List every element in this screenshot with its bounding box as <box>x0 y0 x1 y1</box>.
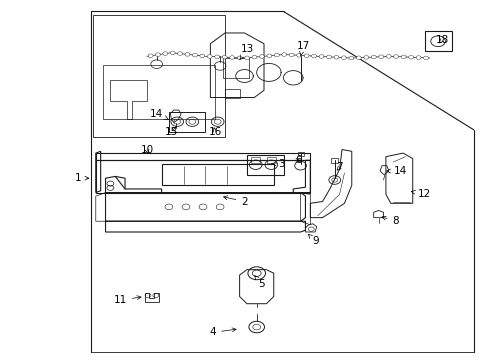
Circle shape <box>296 54 301 57</box>
Bar <box>330 158 337 163</box>
Text: 16: 16 <box>208 127 222 136</box>
Circle shape <box>311 54 316 58</box>
Text: 12: 12 <box>410 189 430 199</box>
Circle shape <box>386 55 390 58</box>
Text: 15: 15 <box>164 127 178 136</box>
Circle shape <box>259 55 264 58</box>
Circle shape <box>163 52 167 55</box>
Circle shape <box>251 55 256 59</box>
Bar <box>424 31 451 51</box>
Circle shape <box>408 55 413 59</box>
Circle shape <box>229 56 234 59</box>
Circle shape <box>192 53 197 57</box>
Circle shape <box>266 54 271 58</box>
Text: 14: 14 <box>386 166 407 176</box>
Circle shape <box>155 53 160 57</box>
Circle shape <box>222 55 226 59</box>
Circle shape <box>356 56 361 59</box>
Circle shape <box>378 55 383 59</box>
Text: 1: 1 <box>74 173 89 183</box>
Text: 18: 18 <box>434 35 447 45</box>
Circle shape <box>184 53 189 56</box>
Bar <box>246 155 283 175</box>
Circle shape <box>274 53 279 57</box>
Text: 8: 8 <box>381 216 398 226</box>
Circle shape <box>400 55 405 59</box>
Bar <box>266 157 275 163</box>
Bar <box>168 112 205 132</box>
Circle shape <box>237 56 242 60</box>
Text: 5: 5 <box>254 276 264 289</box>
Text: 11: 11 <box>113 295 141 305</box>
Circle shape <box>200 54 204 58</box>
Text: 14: 14 <box>150 109 168 120</box>
Bar <box>222 58 249 78</box>
Text: 13: 13 <box>240 44 253 59</box>
Circle shape <box>348 56 353 60</box>
Circle shape <box>214 55 219 59</box>
Circle shape <box>304 54 308 58</box>
Text: 7: 7 <box>336 162 342 172</box>
Text: 17: 17 <box>296 41 309 56</box>
Circle shape <box>148 54 153 58</box>
Text: 10: 10 <box>140 144 153 154</box>
Bar <box>251 157 260 163</box>
Circle shape <box>207 55 212 58</box>
Text: 6: 6 <box>294 155 301 165</box>
Circle shape <box>177 52 182 55</box>
Circle shape <box>370 55 375 59</box>
Text: 9: 9 <box>308 234 318 246</box>
Circle shape <box>363 55 368 59</box>
Circle shape <box>415 56 420 59</box>
Text: 2: 2 <box>223 196 247 207</box>
Circle shape <box>423 56 427 60</box>
Circle shape <box>281 53 286 56</box>
Circle shape <box>333 55 338 59</box>
Circle shape <box>393 55 398 58</box>
Circle shape <box>170 51 175 55</box>
Circle shape <box>288 53 293 57</box>
Text: 3: 3 <box>271 159 284 169</box>
Circle shape <box>326 55 331 59</box>
Circle shape <box>244 56 249 60</box>
Text: 4: 4 <box>209 327 236 337</box>
Bar <box>297 152 303 156</box>
Circle shape <box>319 55 323 58</box>
Circle shape <box>341 56 346 59</box>
